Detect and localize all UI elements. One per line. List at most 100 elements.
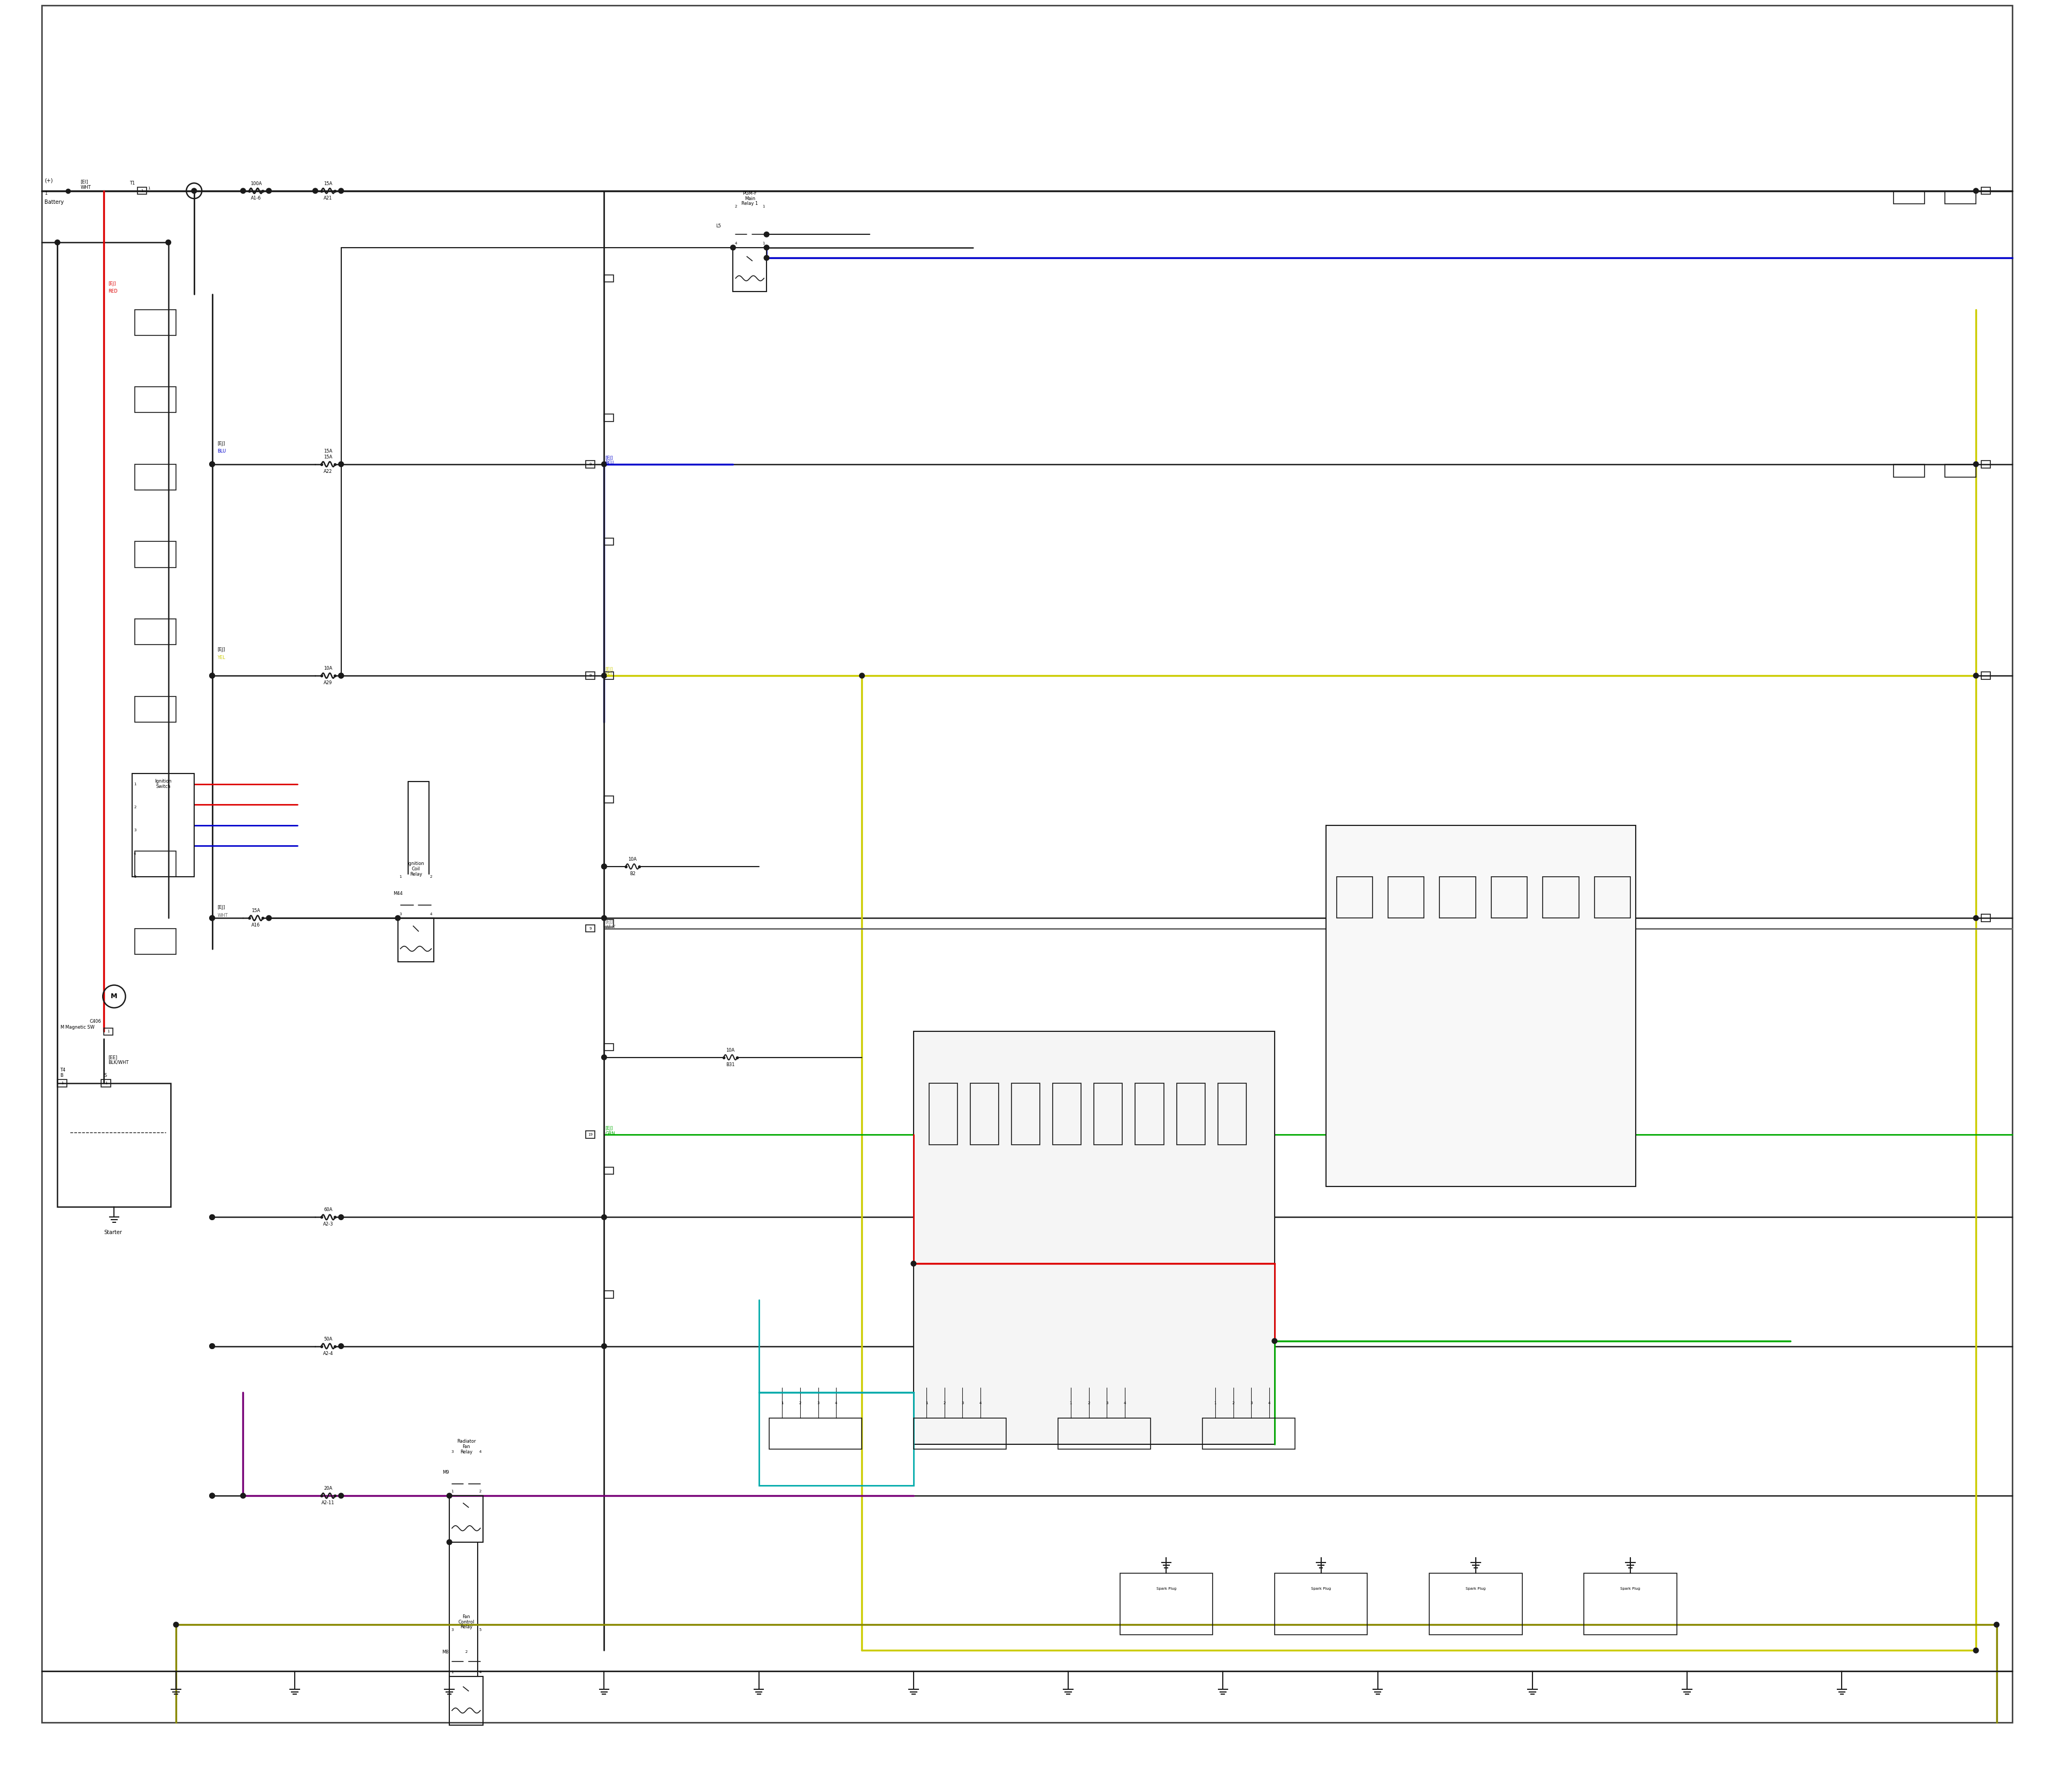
Circle shape [1974, 674, 1978, 677]
Text: B: B [60, 1073, 64, 1077]
Circle shape [240, 1493, 246, 1498]
Circle shape [602, 462, 606, 466]
Text: A2-4: A2-4 [322, 1351, 333, 1357]
Bar [1054, 1082, 1080, 1145]
Text: 15A: 15A [325, 455, 333, 459]
Text: [EE]: [EE] [109, 1055, 117, 1059]
Text: A2-3: A2-3 [322, 1222, 333, 1228]
Text: 5: 5 [134, 874, 136, 878]
Text: A22: A22 [325, 470, 333, 473]
Text: 1: 1 [452, 1670, 454, 1674]
Circle shape [764, 246, 768, 251]
Bar [585, 672, 596, 679]
Text: Spark Plug: Spark Plug [1310, 1588, 1331, 1590]
Text: 10A: 10A [325, 667, 333, 670]
Bar [1894, 190, 1925, 204]
Text: A1-6: A1-6 [251, 195, 261, 201]
Circle shape [210, 462, 216, 466]
Text: 1: 1 [1070, 1401, 1072, 1405]
Circle shape [764, 254, 768, 260]
Text: 1: 1 [148, 186, 150, 190]
Circle shape [339, 674, 343, 677]
Text: B31: B31 [725, 1063, 735, 1066]
Text: 4: 4 [429, 912, 431, 916]
Text: 20A: 20A [325, 1486, 333, 1491]
Text: 1: 1 [762, 242, 764, 246]
Text: 1: 1 [452, 1489, 454, 1493]
Bar [1011, 1082, 1039, 1145]
Text: [EJ]: [EJ] [218, 905, 226, 910]
Text: Spark Plug: Spark Plug [1621, 1588, 1641, 1590]
Circle shape [339, 674, 343, 677]
Text: [EJ]: [EJ] [218, 441, 226, 446]
Text: T1: T1 [129, 181, 136, 186]
Text: Radiator: Radiator [456, 1439, 477, 1444]
Bar [450, 1496, 483, 1543]
Circle shape [339, 1344, 343, 1349]
Circle shape [210, 1215, 216, 1220]
Circle shape [173, 1622, 179, 1627]
Text: [EJ]: [EJ] [218, 647, 226, 652]
Text: BLU: BLU [218, 448, 226, 453]
Bar [969, 1082, 998, 1145]
Bar [131, 774, 193, 876]
Text: 2: 2 [134, 806, 136, 808]
Text: 1: 1 [924, 1401, 928, 1405]
Text: 4: 4 [1267, 1401, 1271, 1405]
Text: A16: A16 [251, 923, 261, 928]
Circle shape [1974, 916, 1978, 921]
Text: B2: B2 [629, 871, 635, 876]
Bar [604, 414, 614, 421]
Text: 3: 3 [452, 1629, 454, 1631]
Text: 3: 3 [1105, 1401, 1109, 1405]
Circle shape [1974, 188, 1978, 194]
Bar [136, 697, 177, 722]
Text: 4: 4 [479, 1450, 481, 1453]
Bar [1430, 1573, 1522, 1634]
Text: Control: Control [458, 1620, 474, 1625]
Text: 3: 3 [452, 1450, 454, 1453]
Bar [1119, 1573, 1212, 1634]
Text: 2: 2 [735, 204, 737, 208]
Text: 60A: 60A [325, 1208, 333, 1213]
Text: 3: 3 [134, 828, 136, 831]
Text: 9: 9 [589, 926, 592, 930]
Circle shape [240, 188, 246, 194]
Text: 15A: 15A [325, 448, 333, 453]
Bar [136, 310, 177, 335]
Text: BLK/WHT: BLK/WHT [109, 1061, 129, 1064]
Bar [1058, 1417, 1150, 1450]
Bar [1337, 876, 1372, 918]
Circle shape [210, 916, 216, 921]
Bar [1177, 1082, 1206, 1145]
Bar [585, 461, 596, 468]
Text: Ignition: Ignition [407, 862, 425, 866]
Text: Relay: Relay [409, 873, 421, 876]
Text: Starter: Starter [105, 1229, 121, 1235]
Text: S: S [105, 1073, 107, 1077]
Text: M: M [60, 1025, 64, 1030]
Text: Relay 1: Relay 1 [741, 201, 758, 206]
Text: Relay: Relay [460, 1625, 472, 1629]
Text: YEL: YEL [606, 672, 612, 677]
Text: M44: M44 [392, 891, 403, 896]
Text: YEL: YEL [218, 656, 226, 659]
Text: 4: 4 [1124, 1401, 1126, 1405]
Bar [1327, 826, 1635, 1186]
Text: 1: 1 [134, 783, 136, 785]
Text: C406: C406 [90, 1020, 101, 1023]
Bar [101, 1079, 111, 1086]
Circle shape [1271, 1339, 1278, 1344]
Text: 1: 1 [45, 192, 47, 195]
Bar [928, 1082, 957, 1145]
Text: 19: 19 [587, 1133, 594, 1136]
Bar [1440, 876, 1475, 918]
Text: PGM-F: PGM-F [744, 192, 758, 195]
Text: GRN: GRN [606, 1131, 614, 1136]
Text: 2: 2 [943, 1401, 945, 1405]
Circle shape [210, 1344, 216, 1349]
Text: 9: 9 [589, 674, 592, 677]
Circle shape [191, 188, 197, 194]
Bar [604, 672, 614, 679]
Bar [1594, 876, 1631, 918]
